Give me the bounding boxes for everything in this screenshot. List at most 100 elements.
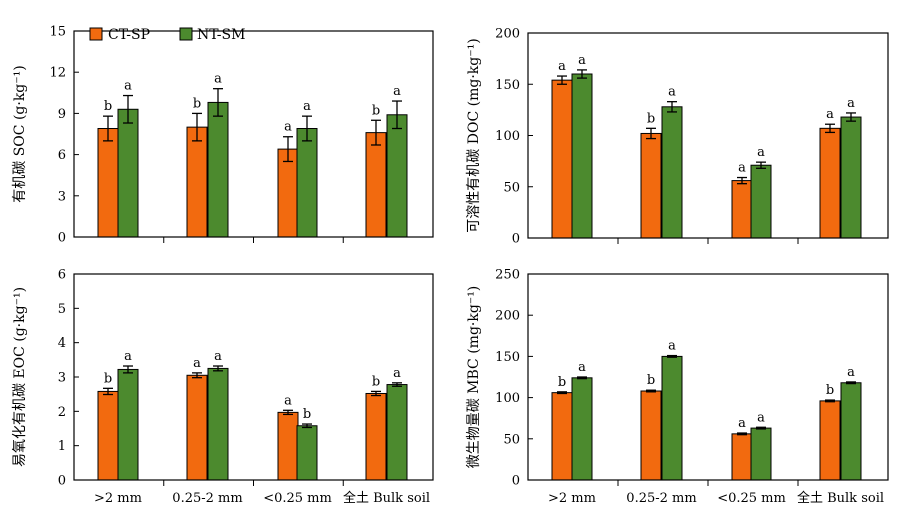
- significance-label: a: [757, 145, 765, 160]
- significance-label: b: [647, 373, 655, 388]
- bar-ct-sp-3: [277, 411, 299, 481]
- y-tick-label: 200: [495, 309, 520, 324]
- significance-label: a: [303, 99, 311, 114]
- significance-label: a: [738, 161, 746, 176]
- y-tick-label: 3: [58, 189, 66, 204]
- significance-label: a: [284, 120, 292, 135]
- legend-swatch-nt-sm: [179, 27, 193, 41]
- y-tick-label: 0: [58, 231, 66, 246]
- legend-label-ct-sp: CT-SP: [108, 27, 150, 43]
- y-tick-label: 0: [512, 474, 520, 489]
- bar-nt-sm-3: [750, 427, 772, 481]
- bar-ct-sp-3: [277, 148, 299, 238]
- bar-ct-sp-1: [551, 79, 573, 239]
- legend-label-nt-sm: NT-SM: [197, 27, 245, 43]
- bar-ct-sp-2: [186, 374, 208, 481]
- significance-label: b: [558, 375, 566, 390]
- bar-nt-sm-4: [386, 114, 408, 238]
- bar-nt-sm-3: [750, 164, 772, 239]
- bar-nt-sm-1: [571, 377, 593, 481]
- y-tick-label: 100: [495, 391, 520, 406]
- bar-nt-sm-2: [661, 355, 683, 481]
- significance-label: b: [193, 96, 201, 111]
- significance-label: a: [847, 365, 855, 380]
- y-tick-label: 1: [58, 439, 66, 454]
- bar-nt-sm-1: [117, 368, 139, 481]
- significance-label: a: [578, 360, 586, 375]
- significance-label: a: [124, 79, 132, 94]
- y-tick-label: 2: [58, 405, 66, 420]
- category-label: >2 mm: [94, 491, 142, 506]
- bar-ct-sp-1: [97, 390, 119, 481]
- bar-nt-sm-4: [840, 116, 862, 239]
- significance-label: b: [372, 103, 380, 118]
- y-axis-label: 可溶性有机碳 DOC (mg·kg⁻¹): [466, 38, 482, 232]
- significance-label: b: [372, 374, 380, 389]
- y-tick-label: 50: [503, 180, 520, 195]
- significance-label: a: [738, 416, 746, 431]
- y-tick-label: 150: [495, 78, 520, 93]
- bar-ct-sp-4: [819, 127, 841, 239]
- legend: CT-SP NT-SM: [89, 27, 245, 43]
- bar-ct-sp-4: [365, 132, 387, 238]
- y-tick-label: 9: [58, 107, 66, 122]
- bar-ct-sp-1: [551, 392, 573, 481]
- significance-label: a: [284, 393, 292, 408]
- bar-ct-sp-2: [640, 132, 662, 239]
- category-label: 0.25-2 mm: [172, 491, 242, 506]
- significance-label: a: [393, 84, 401, 99]
- bar-nt-sm-2: [207, 367, 229, 481]
- y-tick-label: 15: [49, 25, 66, 40]
- significance-label: a: [668, 85, 676, 100]
- significance-label: a: [578, 53, 586, 68]
- significance-label: b: [826, 383, 834, 398]
- bar-ct-sp-4: [365, 392, 387, 481]
- category-label: <0.25 mm: [263, 491, 332, 506]
- significance-label: b: [647, 111, 655, 126]
- y-tick-label: 4: [58, 336, 66, 351]
- y-axis-label: 微生物量碳 MBC (mg·kg⁻¹): [466, 286, 482, 469]
- significance-label: a: [668, 339, 676, 354]
- y-tick-label: 150: [495, 350, 520, 365]
- y-tick-label: 12: [49, 66, 66, 81]
- significance-label: a: [214, 349, 222, 364]
- y-tick-label: 0: [58, 474, 66, 489]
- y-tick-label: 200: [495, 27, 520, 42]
- y-tick-label: 250: [495, 268, 520, 283]
- bar-nt-sm-1: [117, 108, 139, 238]
- significance-label: a: [757, 410, 765, 425]
- category-label: 0.25-2 mm: [626, 491, 696, 506]
- bar-ct-sp-2: [640, 390, 662, 481]
- significance-label: a: [847, 96, 855, 111]
- bar-nt-sm-2: [207, 101, 229, 238]
- y-tick-label: 100: [495, 129, 520, 144]
- bar-nt-sm-3: [296, 128, 318, 238]
- y-tick-label: 3: [58, 371, 66, 386]
- category-label: 全土 Bulk soil: [797, 490, 884, 506]
- category-label: <0.25 mm: [717, 491, 786, 506]
- category-label: >2 mm: [548, 491, 596, 506]
- bar-ct-sp-2: [186, 126, 208, 238]
- significance-label: a: [214, 72, 222, 87]
- significance-label: a: [826, 107, 834, 122]
- y-axis-label: 易氧化有机碳 EOC (g·kg⁻¹): [12, 287, 28, 467]
- significance-label: a: [558, 59, 566, 74]
- y-tick-label: 50: [503, 432, 520, 447]
- bar-ct-sp-4: [819, 400, 841, 481]
- bar-nt-sm-4: [386, 384, 408, 481]
- bar-nt-sm-1: [571, 73, 593, 239]
- bar-nt-sm-4: [840, 382, 862, 481]
- bar-ct-sp-3: [731, 433, 753, 481]
- significance-label: a: [124, 349, 132, 364]
- y-tick-label: 5: [58, 302, 66, 317]
- significance-label: b: [303, 407, 311, 422]
- bar-nt-sm-3: [296, 425, 318, 481]
- y-axis-label: 有机碳 SOC (g·kg⁻¹): [12, 65, 28, 202]
- significance-label: a: [193, 356, 201, 371]
